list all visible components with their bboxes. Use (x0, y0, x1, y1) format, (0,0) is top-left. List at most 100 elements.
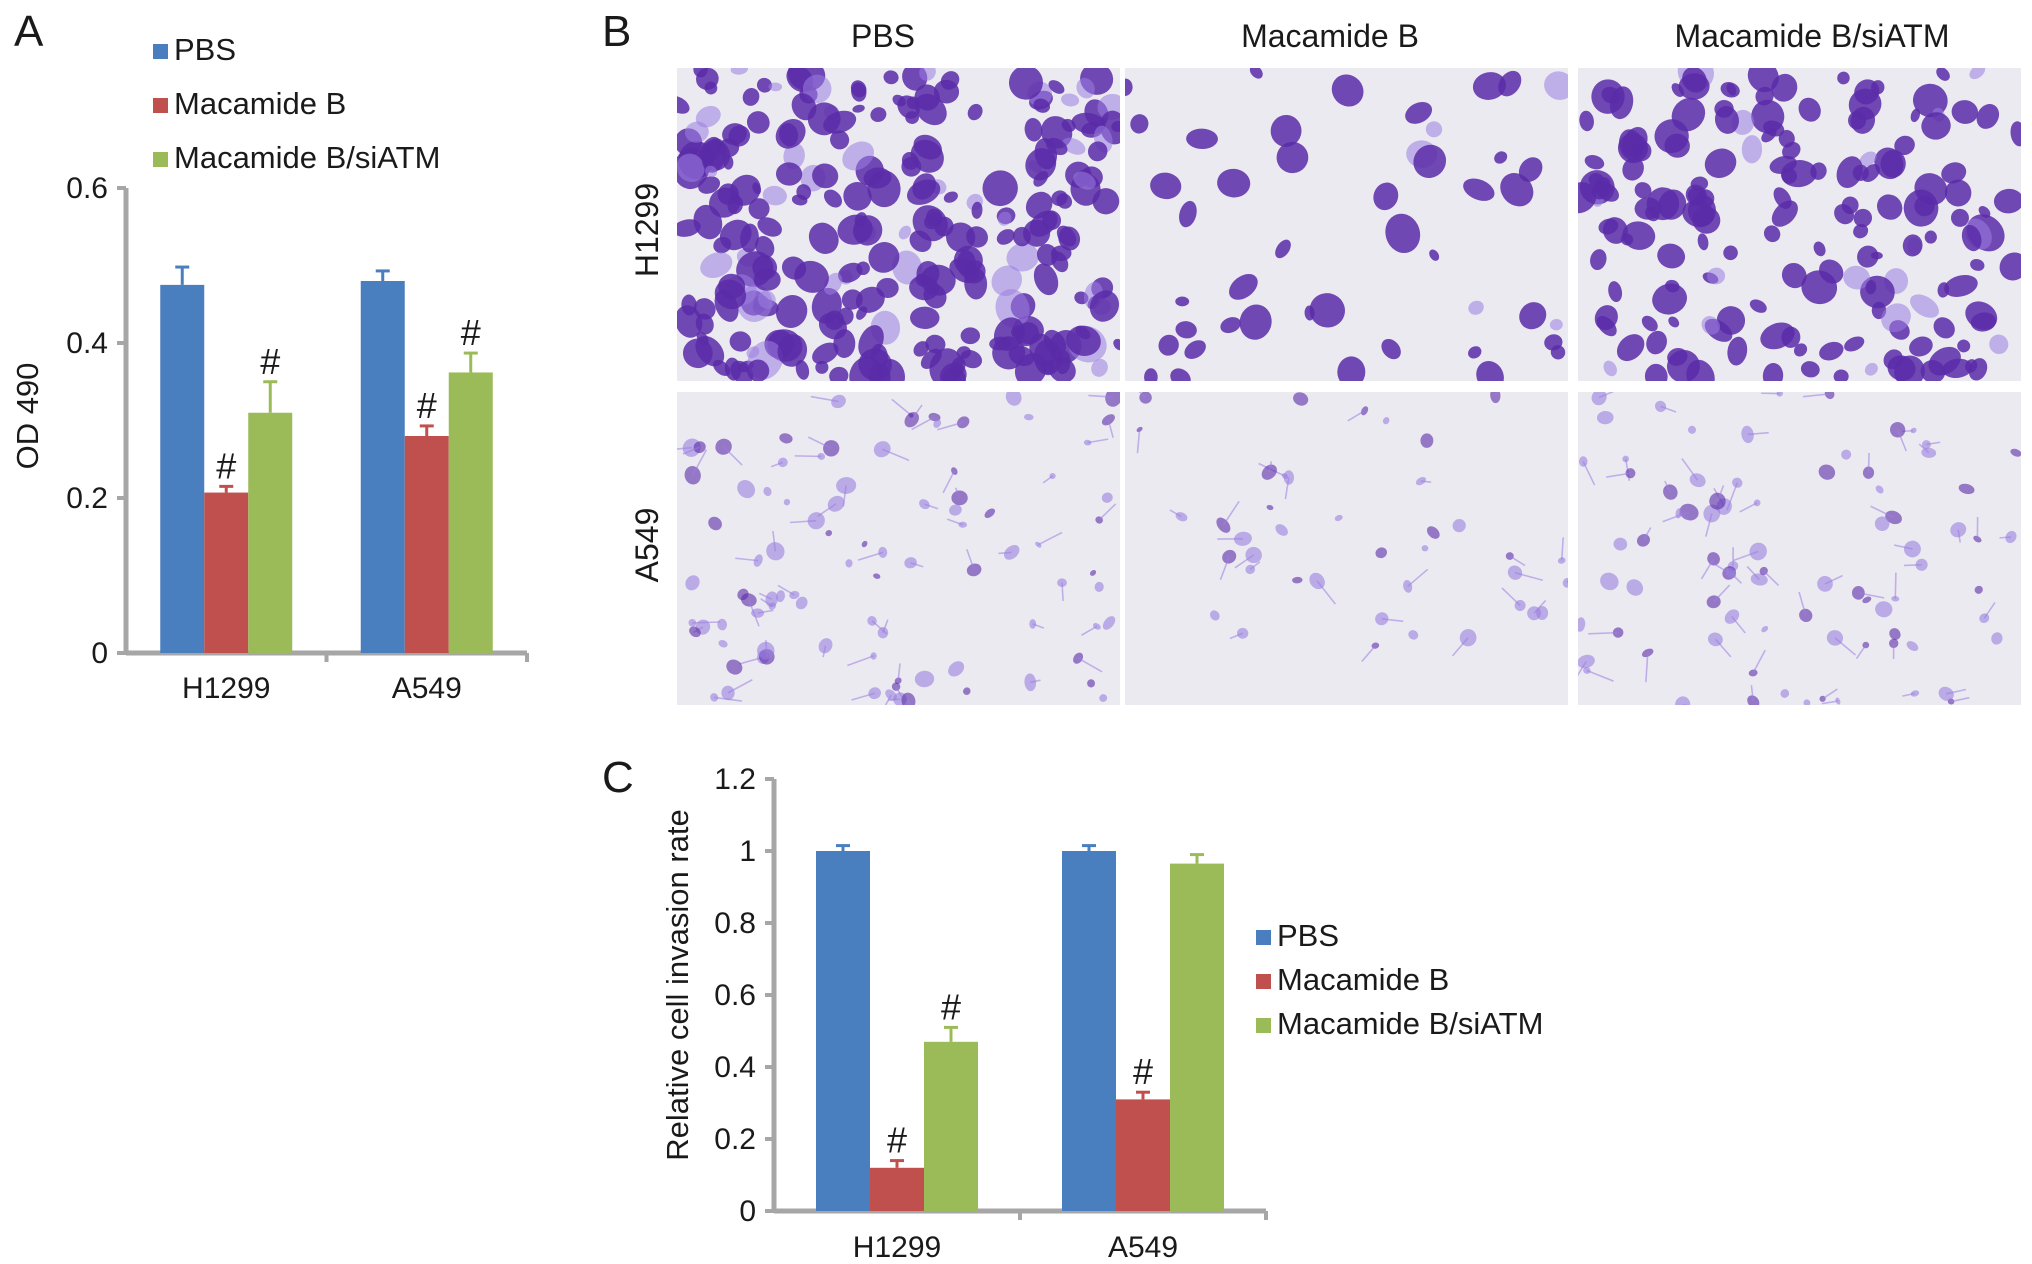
stained-cell (1066, 325, 1101, 356)
cell-process (1855, 644, 1867, 660)
cell-process (1746, 565, 1760, 581)
panel-c-bar-macamide-b-siatm-a549 (1170, 863, 1224, 1211)
stained-cell (1837, 71, 1850, 85)
stained-cell (1061, 93, 1080, 107)
stained-cell (1716, 306, 1746, 335)
stained-cell (1612, 627, 1624, 638)
cell-process (1081, 625, 1098, 636)
stained-cell (2010, 121, 2021, 147)
cell-process (1645, 652, 1649, 683)
stained-cell (949, 504, 962, 516)
stained-cell (815, 360, 829, 374)
panel-c-chart: C 0 0.2 0.4 0.6 0.8 1 1.2 H1299 A549 # # # PBS Maca… (602, 753, 1543, 1264)
stained-cell (1909, 336, 1933, 357)
stained-cell (681, 294, 697, 316)
stained-cell (710, 693, 719, 702)
cell-process (1894, 544, 1913, 550)
stained-cell (966, 226, 988, 248)
stained-cell (1596, 315, 1617, 337)
stained-cell (1663, 484, 1678, 500)
stained-cells (677, 68, 1120, 381)
cell-process (1821, 700, 1838, 705)
stained-cell (943, 191, 958, 203)
cell-process (942, 470, 955, 494)
stained-cell (737, 588, 749, 601)
stained-cell (1101, 492, 1113, 503)
stained-cell (1557, 557, 1566, 564)
stained-cell (856, 261, 870, 276)
stained-cell (1726, 82, 1737, 96)
cell-process (1361, 645, 1377, 663)
cell-process (924, 503, 939, 510)
stained-cell (1217, 168, 1251, 198)
stained-cell (1283, 470, 1294, 485)
cell-process (1926, 441, 1941, 446)
cell-process (714, 696, 742, 702)
stained-cell (852, 104, 865, 113)
stained-cell (1275, 239, 1291, 259)
stained-cell (919, 68, 936, 81)
stained-cell (693, 441, 706, 454)
stained-cell (1622, 455, 1629, 463)
cell-process (1714, 638, 1732, 658)
cell-process (911, 404, 923, 421)
stained-cell (1910, 427, 1917, 434)
stained-cell (1944, 179, 1972, 207)
stained-cell (861, 540, 868, 548)
stained-cell (948, 661, 965, 677)
cell-process (1662, 511, 1690, 523)
stained-cell (845, 559, 853, 568)
stained-cell (746, 359, 770, 381)
stained-cell (1835, 697, 1841, 705)
stained-cell (1813, 241, 1826, 257)
stained-cell (795, 596, 808, 610)
cell-process (946, 518, 963, 526)
cell-process (1739, 502, 1758, 513)
stained-cell (1921, 440, 1931, 450)
stained-cell (1076, 77, 1095, 99)
column-header-macamide-b: Macamide B (1241, 18, 1419, 54)
cell-process (1824, 574, 1843, 585)
stained-cell (1544, 334, 1563, 351)
stained-cell (1608, 281, 1623, 303)
stained-cell (1012, 226, 1031, 247)
stained-cell (894, 677, 902, 685)
stained-cell (1073, 652, 1084, 664)
cell-process (1713, 584, 1731, 603)
stained-cell (1749, 542, 1767, 561)
stained-cell (1045, 137, 1068, 156)
stained-cell (933, 79, 960, 104)
panel-a-bar-macamide-b-a549 (404, 436, 449, 653)
stained-cell (995, 289, 1030, 328)
cell-process (1957, 529, 1961, 543)
stained-cell (1500, 172, 1534, 207)
cell-process (1870, 505, 1894, 519)
cell-process (911, 416, 935, 431)
cell-process (897, 663, 901, 681)
cell-process (1222, 500, 1240, 526)
stained-cell (892, 250, 923, 285)
stained-cell (794, 260, 829, 293)
stained-cell (1968, 358, 1988, 381)
cell-process (857, 551, 884, 561)
panel-a-chart: A PBS Macamide B Macamide B/siATM 0 0.2 0.4 0… (10, 7, 529, 705)
stained-cells (1578, 68, 2021, 381)
stained-cell (1631, 141, 1652, 162)
panel-a-legend-swatch-macamide-b-siatm (153, 152, 168, 167)
stained-cell (1924, 230, 1937, 244)
stained-cell (1518, 157, 1543, 182)
cell-process (1902, 692, 1916, 697)
cell-process (735, 557, 759, 562)
cell-process (1983, 602, 1996, 619)
stained-cell (1426, 526, 1440, 539)
cell-process (777, 584, 795, 596)
panel-c-y-axis-title: Relative cell invasion rate (660, 809, 695, 1161)
stained-cell (1841, 449, 1852, 460)
stained-cell (1732, 477, 1743, 488)
stained-cell (1862, 466, 1875, 479)
cell-process (1268, 461, 1273, 473)
stained-cell (775, 294, 808, 328)
micrograph-background (1578, 392, 2021, 705)
cell-process (1451, 637, 1469, 657)
stained-cell (997, 211, 1012, 226)
